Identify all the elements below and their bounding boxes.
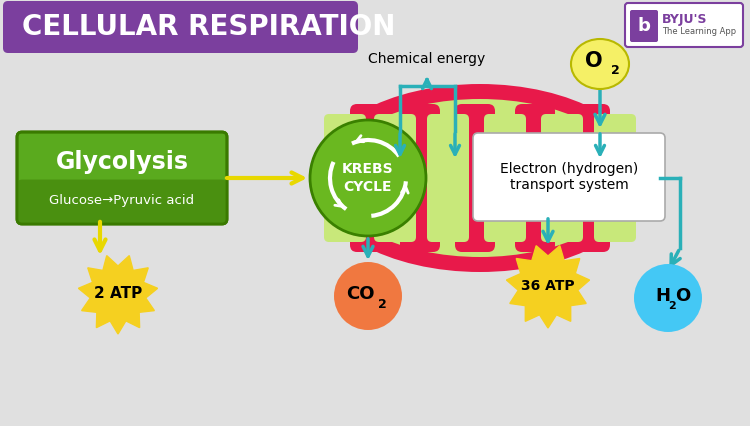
Text: 36 ATP: 36 ATP xyxy=(521,279,574,293)
Text: 2: 2 xyxy=(378,297,387,311)
FancyBboxPatch shape xyxy=(541,114,583,242)
FancyBboxPatch shape xyxy=(570,104,610,252)
Text: H: H xyxy=(655,287,670,305)
FancyBboxPatch shape xyxy=(324,114,366,242)
Ellipse shape xyxy=(313,84,647,272)
FancyBboxPatch shape xyxy=(455,104,495,252)
FancyBboxPatch shape xyxy=(630,10,658,42)
Text: O: O xyxy=(675,287,690,305)
Circle shape xyxy=(310,120,426,236)
Text: 2 ATP: 2 ATP xyxy=(94,287,142,302)
Text: 2: 2 xyxy=(611,64,620,78)
FancyBboxPatch shape xyxy=(17,132,227,224)
Polygon shape xyxy=(506,246,590,328)
Text: CYCLE: CYCLE xyxy=(344,180,392,194)
Text: BYJU'S: BYJU'S xyxy=(662,14,707,26)
Polygon shape xyxy=(79,256,158,334)
FancyBboxPatch shape xyxy=(594,114,636,242)
Text: O: O xyxy=(585,51,603,71)
FancyBboxPatch shape xyxy=(473,133,665,221)
FancyBboxPatch shape xyxy=(374,114,416,242)
Text: CELLULAR RESPIRATION: CELLULAR RESPIRATION xyxy=(22,13,395,41)
FancyBboxPatch shape xyxy=(625,3,743,47)
Text: b: b xyxy=(638,17,650,35)
Text: Electron (hydrogen)
transport system: Electron (hydrogen) transport system xyxy=(500,162,638,192)
Text: Chemical energy: Chemical energy xyxy=(368,52,486,66)
Text: The Learning App: The Learning App xyxy=(662,28,736,37)
FancyBboxPatch shape xyxy=(3,1,358,53)
Text: KREBS: KREBS xyxy=(342,162,394,176)
Ellipse shape xyxy=(330,99,630,257)
FancyBboxPatch shape xyxy=(427,114,469,242)
FancyBboxPatch shape xyxy=(17,180,227,224)
FancyBboxPatch shape xyxy=(350,104,390,252)
Text: 2: 2 xyxy=(668,301,676,311)
Circle shape xyxy=(634,264,702,332)
Ellipse shape xyxy=(571,39,629,89)
Text: CO: CO xyxy=(346,285,374,303)
Text: Glycolysis: Glycolysis xyxy=(56,150,188,174)
Text: Glucose→Pyruvic acid: Glucose→Pyruvic acid xyxy=(50,194,194,207)
FancyBboxPatch shape xyxy=(515,104,555,252)
FancyBboxPatch shape xyxy=(400,104,440,252)
FancyBboxPatch shape xyxy=(484,114,526,242)
Circle shape xyxy=(334,262,402,330)
